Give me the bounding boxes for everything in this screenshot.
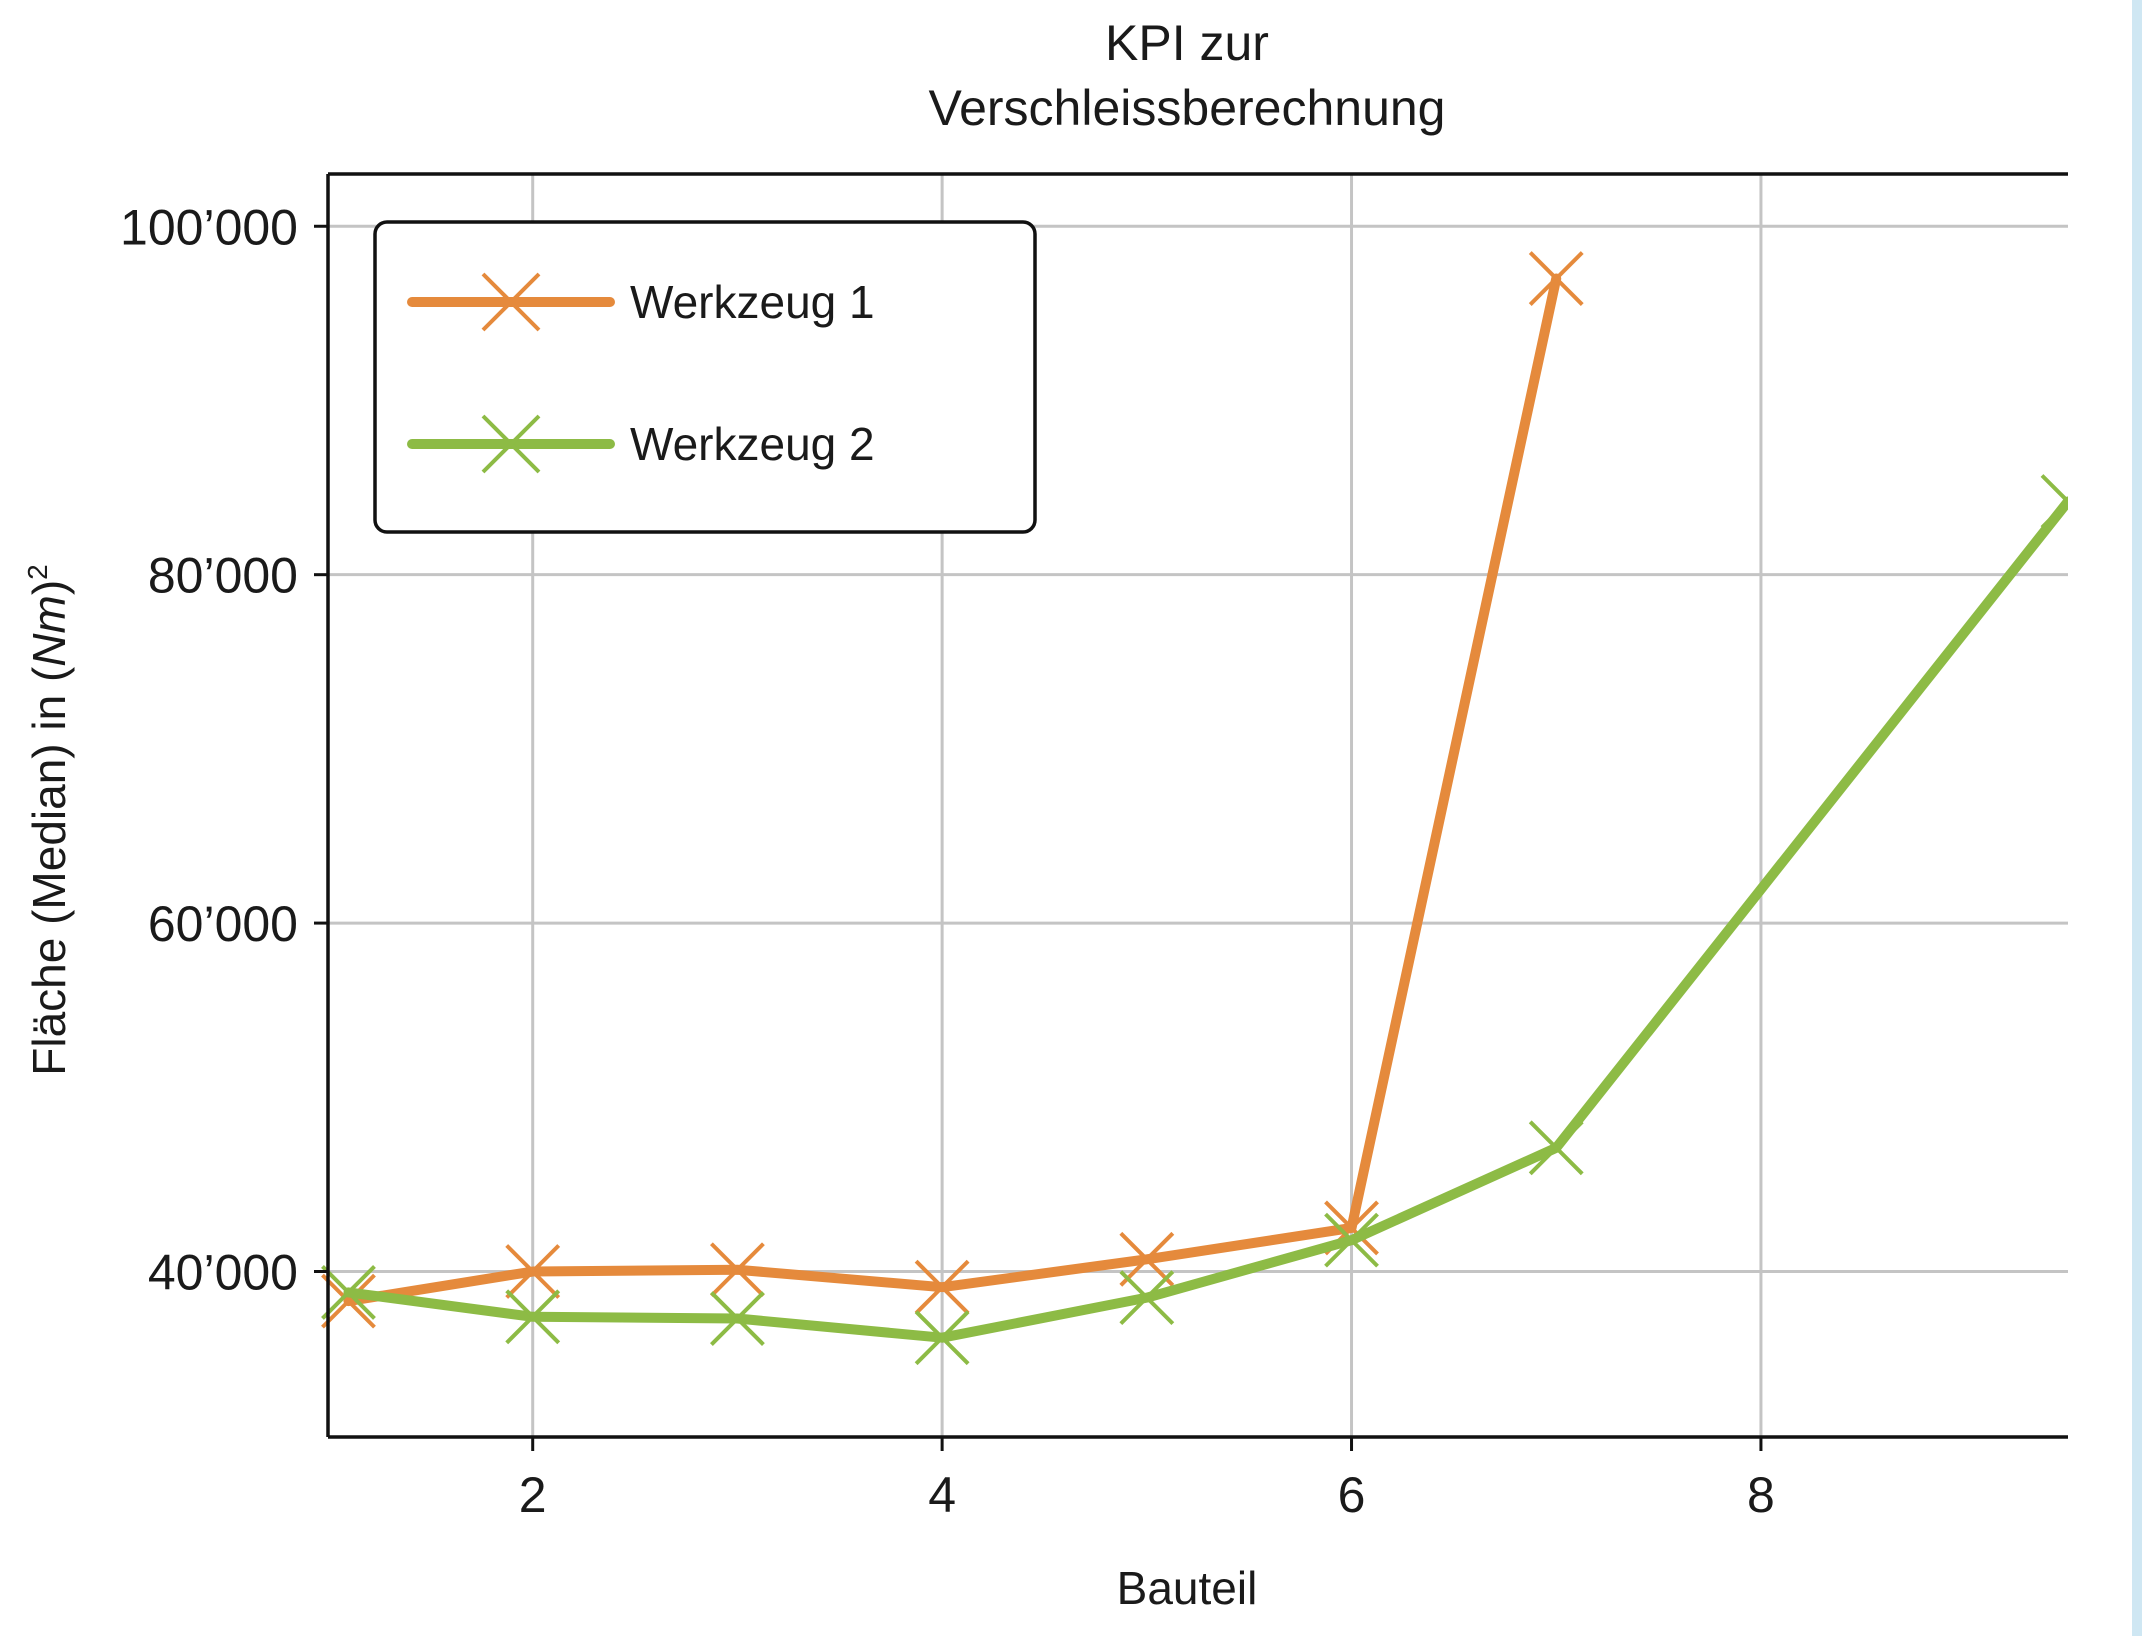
series-1 bbox=[321, 251, 1584, 1329]
plot-frame bbox=[326, 172, 2068, 1439]
marker-stroke bbox=[505, 1289, 561, 1345]
x-tick-label: 6 bbox=[1338, 1467, 1366, 1523]
x-tick-label: 2 bbox=[519, 1467, 547, 1523]
y-tick-label: 100’000 bbox=[120, 199, 298, 255]
legend-box bbox=[373, 220, 1037, 534]
marker-stroke bbox=[2040, 498, 2068, 529]
chart-title-line-1: KPI zur bbox=[1105, 15, 1269, 71]
data-point bbox=[709, 1291, 765, 1346]
data-point bbox=[505, 1244, 561, 1299]
chart-legend: Werkzeug 1 Werkzeug 2 bbox=[373, 220, 1037, 534]
marker-stroke bbox=[709, 1291, 765, 1346]
marker-stroke bbox=[321, 1273, 376, 1329]
data-point bbox=[1119, 1231, 1175, 1287]
chart-title: KPI zur Verschleissberechnung bbox=[929, 15, 1446, 136]
legend-label: Werkzeug 2 bbox=[630, 418, 875, 470]
data-point bbox=[1119, 1270, 1175, 1326]
axis-ticks: 2 4 6 8 40’000 60’000 80’000 100’000 bbox=[120, 199, 1775, 1523]
data-point bbox=[1324, 1212, 1379, 1268]
x-tick-label: 4 bbox=[928, 1467, 956, 1523]
page-side-strip bbox=[2132, 0, 2142, 1636]
marker-stroke bbox=[1528, 251, 1584, 306]
legend-marker-stroke bbox=[481, 272, 541, 332]
data-point bbox=[321, 1264, 376, 1320]
marker-stroke bbox=[505, 1244, 561, 1299]
legend-marker-stroke bbox=[481, 414, 541, 474]
marker-stroke bbox=[1119, 1270, 1175, 1326]
marker-stroke bbox=[1324, 1212, 1379, 1268]
legend-item-2: Werkzeug 2 bbox=[407, 414, 875, 474]
y-tick-label: 40’000 bbox=[148, 1245, 298, 1301]
data-point bbox=[709, 1242, 765, 1298]
marker-stroke bbox=[709, 1242, 765, 1298]
marker-stroke bbox=[1528, 1120, 1584, 1176]
plot-series bbox=[321, 251, 2068, 1366]
data-point bbox=[1528, 251, 1584, 306]
legend-label: Werkzeug 1 bbox=[630, 276, 875, 328]
data-point bbox=[1528, 1120, 1584, 1176]
series-line-2 bbox=[343, 496, 2068, 1343]
y-tick-label: 60’000 bbox=[148, 896, 298, 952]
y-axis-label: Fläche (Median) in (Nm)2 bbox=[22, 564, 75, 1076]
chart-title-line-2: Verschleissberechnung bbox=[929, 80, 1446, 136]
x-axis-label: Bauteil bbox=[1117, 1562, 1258, 1614]
marker-stroke bbox=[914, 1259, 970, 1315]
marker-stroke bbox=[2040, 474, 2068, 505]
x-tick-label: 8 bbox=[1747, 1467, 1775, 1523]
marker-stroke bbox=[1119, 1231, 1175, 1287]
data-point bbox=[2040, 474, 2068, 529]
data-point bbox=[914, 1259, 970, 1315]
marker-stroke bbox=[321, 1264, 376, 1320]
data-point bbox=[505, 1289, 561, 1345]
y-tick-label: 80’000 bbox=[148, 548, 298, 604]
data-point bbox=[914, 1310, 970, 1366]
marker-stroke bbox=[914, 1310, 970, 1366]
legend-item-1: Werkzeug 1 bbox=[407, 272, 875, 332]
data-point bbox=[321, 1273, 376, 1329]
series-2 bbox=[321, 474, 2068, 1366]
